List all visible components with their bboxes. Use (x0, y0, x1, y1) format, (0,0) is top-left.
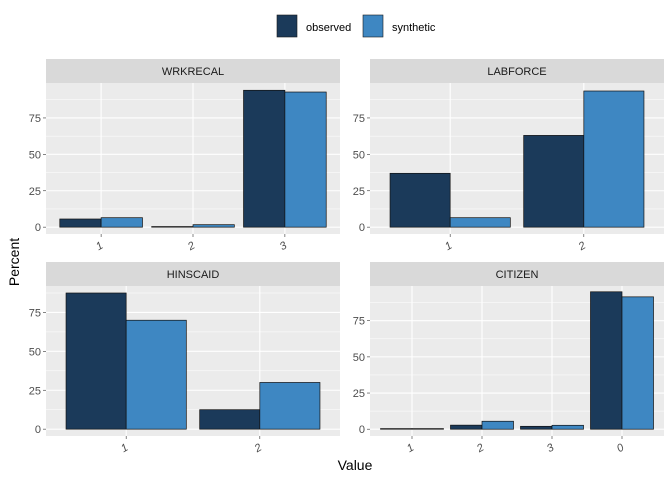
y-tick-label: 25 (29, 186, 41, 198)
bar-synthetic-1 (411, 428, 444, 430)
x-tick-label: 2 (185, 240, 197, 254)
y-tick-label: 75 (29, 113, 41, 125)
bar-observed-0 (590, 291, 623, 430)
bar-synthetic-1 (100, 217, 143, 228)
bar-synthetic-2 (259, 382, 321, 430)
panel-labforce: LABFORCE 0 25 50 75 1 2 (353, 59, 664, 254)
bar-synthetic-1 (449, 217, 511, 228)
panel-hinscaid: HINSCAID 0 25 50 75 1 2 (29, 262, 340, 456)
x-tick-label: 2 (474, 442, 486, 456)
bar-observed-3 (520, 425, 553, 430)
strip-background (370, 262, 664, 286)
panel-citizen: CITIZEN 0 25 50 75 1 2 3 0 (353, 262, 664, 456)
y-tick-label: 25 (353, 186, 365, 198)
y-tick-label: 0 (359, 424, 365, 436)
strip-background (46, 262, 340, 286)
bar-synthetic-2 (192, 224, 235, 228)
y-tick-label: 50 (353, 149, 365, 161)
panel-title: HINSCAID (167, 269, 220, 281)
panel-title: WRKRECAL (162, 66, 224, 78)
y-tick-label: 0 (35, 424, 41, 436)
legend-label-synthetic: synthetic (392, 22, 436, 34)
panel-title: LABFORCE (487, 66, 546, 78)
legend-swatch-synthetic (362, 14, 384, 38)
y-tick-label: 50 (29, 149, 41, 161)
x-axis-title: Value (338, 457, 373, 473)
bar-synthetic-3 (551, 424, 584, 430)
panel-title: CITIZEN (496, 269, 539, 281)
x-tick-label: 1 (94, 240, 105, 253)
bar-observed-3 (243, 89, 286, 228)
legend-label-observed: observed (306, 22, 351, 34)
x-tick-label: 2 (252, 442, 264, 456)
x-tick-label: 3 (545, 441, 557, 455)
bar-synthetic-0 (621, 296, 654, 430)
bar-observed-1 (380, 428, 413, 430)
legend-swatch-observed (276, 14, 298, 38)
bar-observed-2 (199, 409, 261, 430)
y-tick-label: 0 (35, 222, 41, 234)
strip-background (46, 59, 340, 83)
y-tick-label: 50 (29, 346, 41, 358)
bar-observed-2 (151, 226, 194, 228)
bar-synthetic-2 (481, 420, 514, 430)
y-tick-label: 25 (353, 388, 365, 400)
bar-observed-1 (59, 218, 102, 228)
legend: observed synthetic (276, 14, 436, 38)
y-axis-title: Percent (6, 238, 22, 286)
y-tick-label: 0 (359, 222, 365, 234)
x-tick-label: 1 (443, 240, 454, 253)
bar-observed-1 (389, 172, 451, 228)
bar-synthetic-2 (583, 90, 645, 228)
y-tick-label: 50 (353, 352, 365, 364)
bar-synthetic-1 (125, 319, 187, 430)
bar-observed-1 (65, 292, 127, 430)
x-tick-label: 1 (119, 442, 130, 455)
x-tick-label: 3 (278, 239, 290, 253)
x-tick-label: 0 (615, 441, 627, 455)
y-tick-label: 75 (353, 113, 365, 125)
y-tick-label: 25 (29, 385, 41, 397)
strip-background (370, 59, 664, 83)
bar-observed-2 (450, 424, 483, 430)
x-tick-label: 1 (405, 442, 416, 455)
panel-wrkrecal: WRKRECAL 0 25 50 75 1 2 3 (29, 59, 340, 254)
bar-observed-2 (523, 135, 585, 228)
x-tick-label: 2 (576, 240, 588, 254)
y-tick-label: 75 (353, 316, 365, 328)
bar-synthetic-3 (284, 91, 327, 228)
y-tick-label: 75 (29, 307, 41, 319)
